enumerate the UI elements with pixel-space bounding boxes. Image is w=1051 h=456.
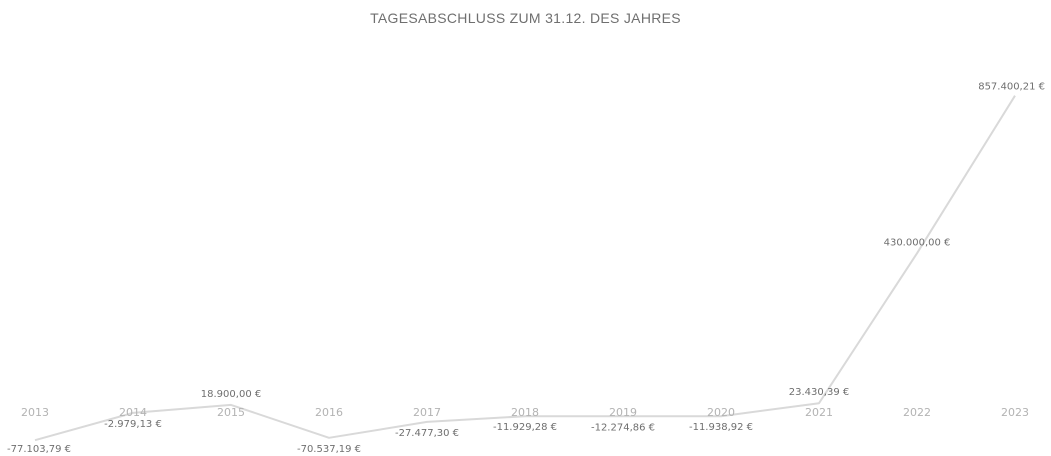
x-tick-label: 2014 (119, 406, 147, 419)
data-label: -27.477,30 € (395, 428, 459, 439)
x-axis-tick-labels: 2013 2014 2015 2016 2017 2018 2019 2020 2021 2022… (21, 406, 1029, 419)
data-label: -2.979,13 € (104, 419, 162, 430)
data-label: -12.274,86 € (591, 422, 655, 433)
data-labels: -77.103,79 € -2.979,13 € 18.900,00 € -70.53… (7, 82, 1045, 455)
x-tick-label: 2019 (609, 406, 637, 419)
chart-title: TAGESABSCHLUSS ZUM 31.12. DES JAHRES (370, 10, 681, 26)
data-label: 857.400,21 € (978, 82, 1045, 93)
x-tick-label: 2022 (903, 406, 931, 419)
x-tick-label: 2013 (21, 406, 49, 419)
data-label: -77.103,79 € (7, 444, 71, 455)
x-tick-label: 2017 (413, 406, 441, 419)
x-tick-label: 2020 (707, 406, 735, 419)
series-line (34, 95, 1016, 442)
x-tick-label: 2023 (1001, 406, 1029, 419)
x-tick-label: 2018 (511, 406, 539, 419)
data-label: -70.537,19 € (297, 444, 361, 455)
x-tick-label: 2021 (805, 406, 833, 419)
x-tick-label: 2015 (217, 406, 245, 419)
data-label: -11.938,92 € (689, 422, 753, 433)
data-label: 18.900,00 € (201, 389, 261, 400)
data-label: 430.000,00 € (884, 237, 951, 248)
series-line-group (34, 95, 1016, 442)
data-label: 23.430,39 € (789, 387, 849, 398)
x-tick-label: 2016 (315, 406, 343, 419)
data-label: -11.929,28 € (493, 422, 557, 433)
